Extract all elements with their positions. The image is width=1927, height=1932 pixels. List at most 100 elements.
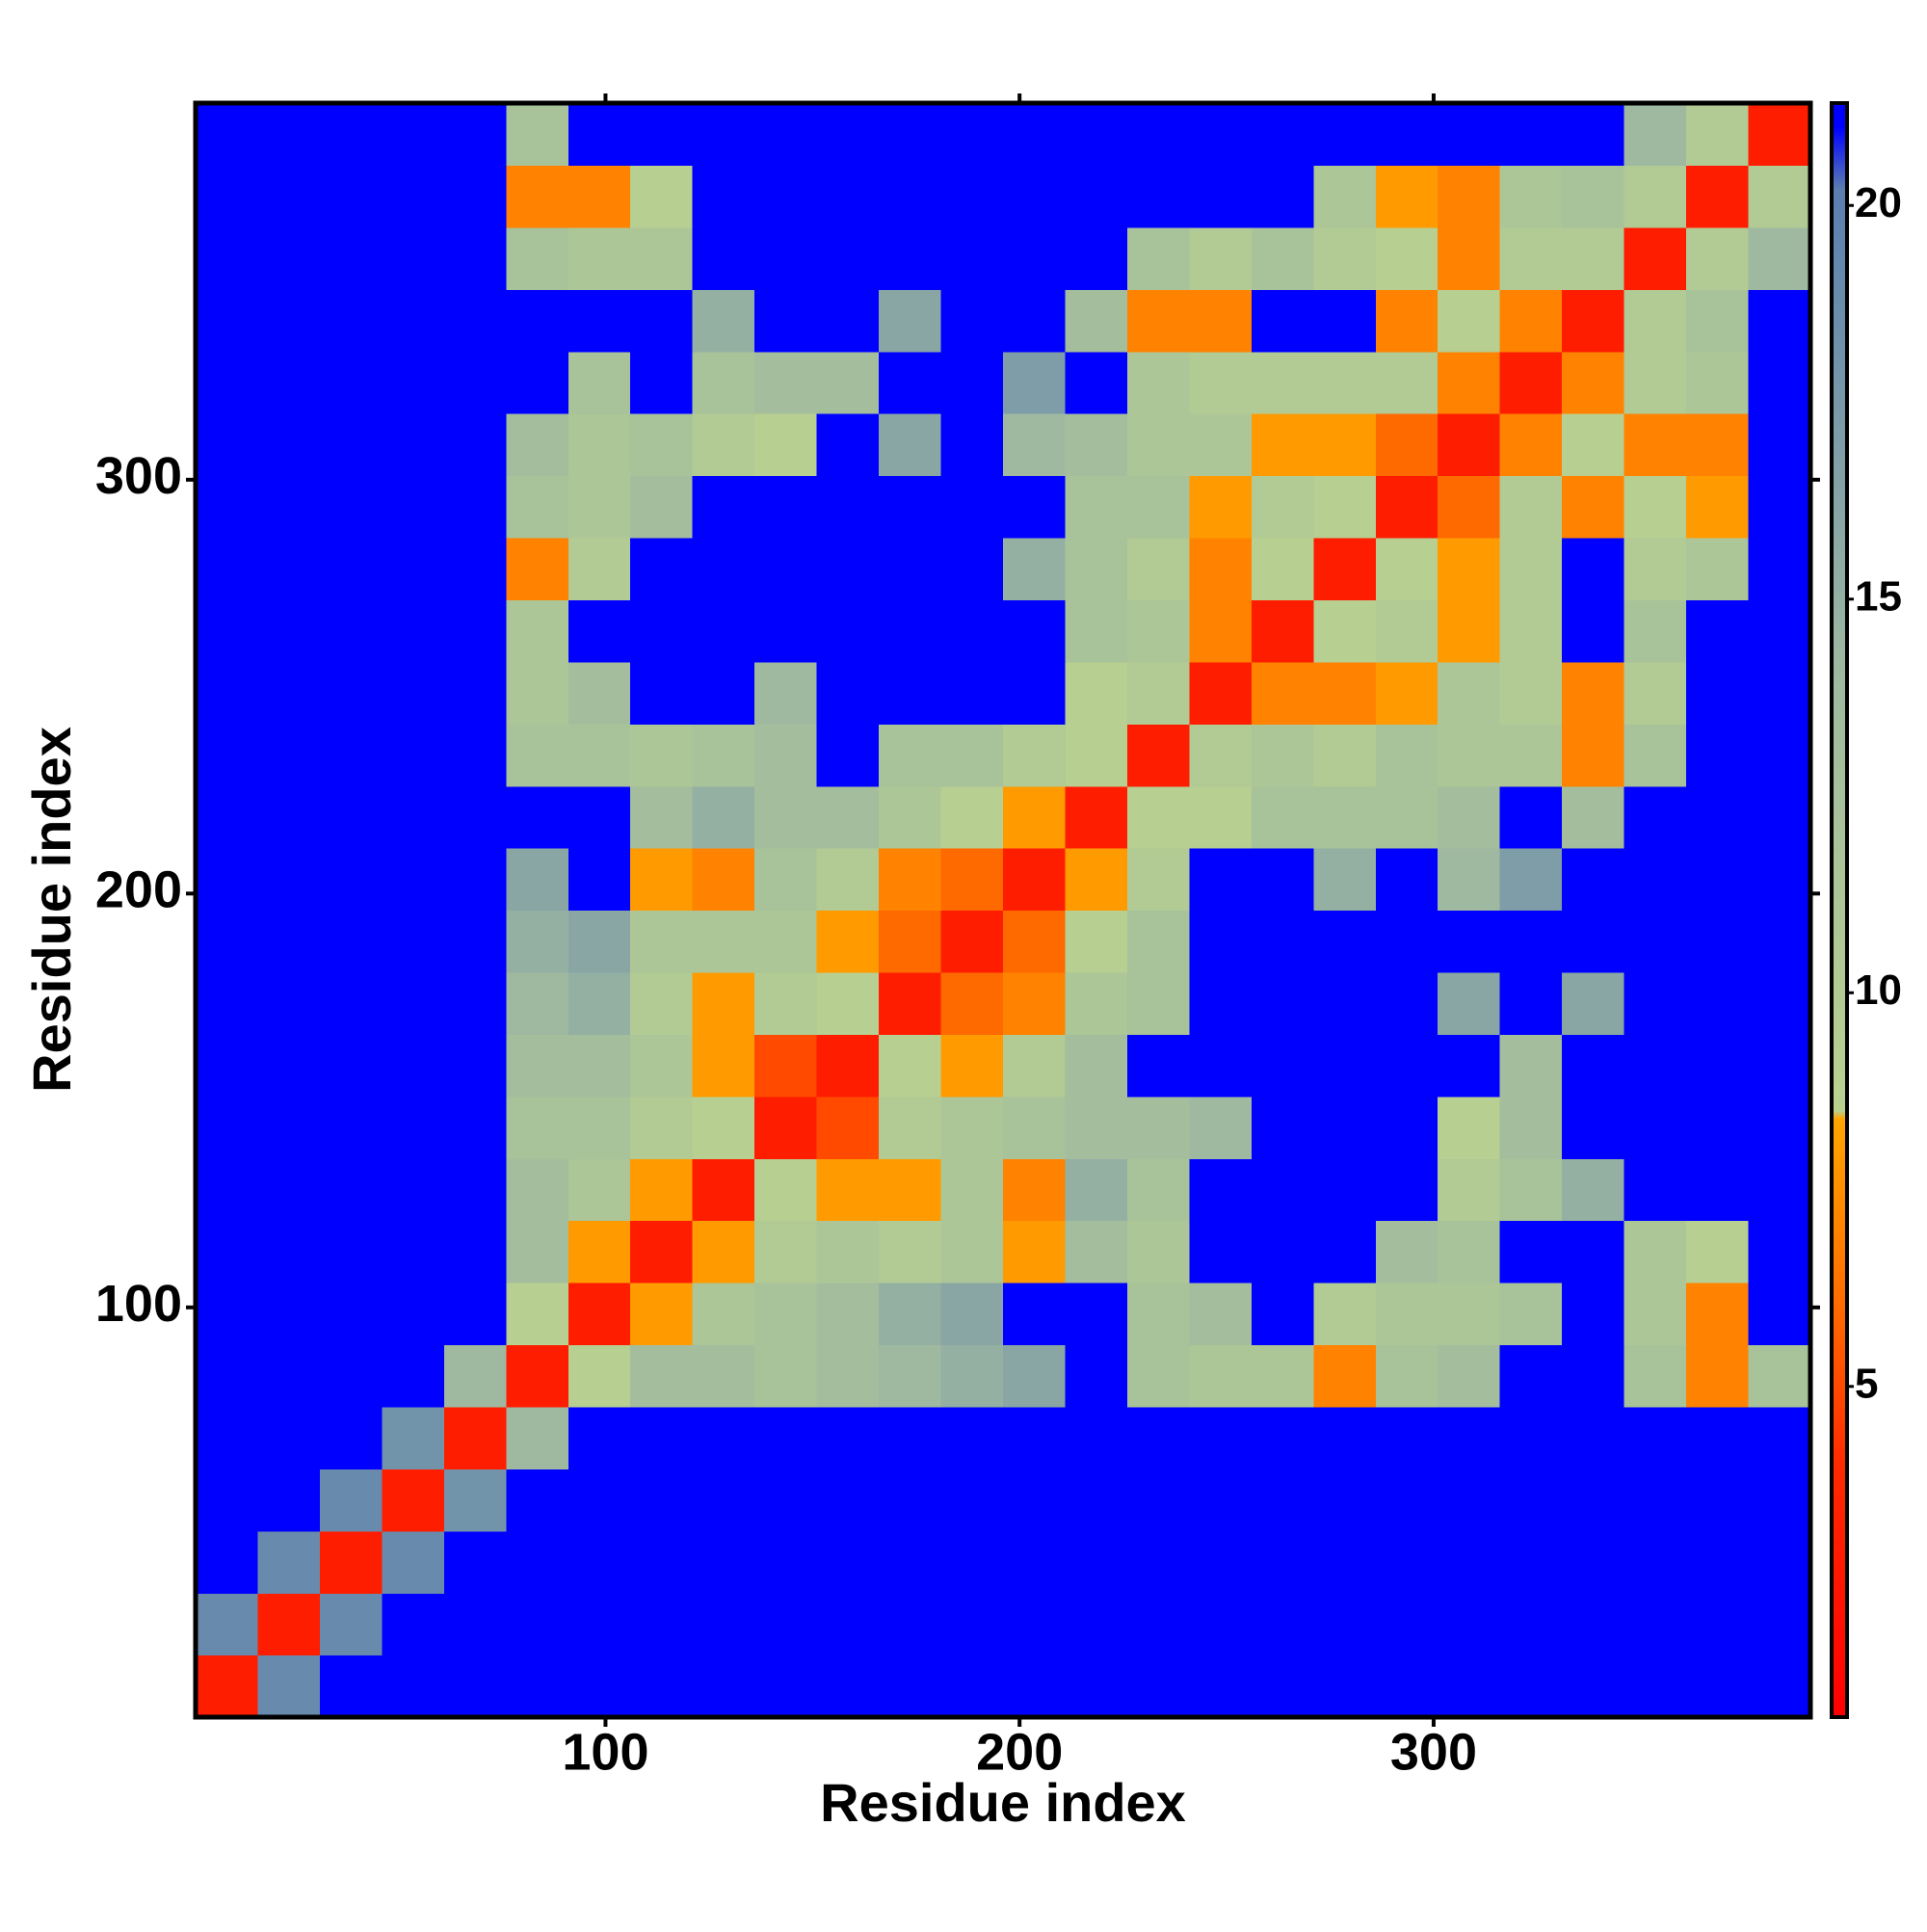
cell [1438, 785, 1501, 849]
cell [319, 1096, 383, 1159]
cell [1499, 1530, 1563, 1594]
cell [1499, 1469, 1563, 1532]
cell [1003, 413, 1067, 477]
cell [1438, 289, 1501, 353]
cell [506, 910, 569, 973]
cell [630, 1530, 694, 1594]
cell [1562, 910, 1625, 973]
cell [1499, 1406, 1563, 1469]
cell [319, 1158, 383, 1222]
cell [940, 165, 1004, 228]
cell [196, 537, 259, 600]
cell [257, 1406, 321, 1469]
cell [196, 1283, 259, 1346]
cell [382, 537, 445, 600]
cell [257, 165, 321, 228]
cell [1251, 226, 1314, 290]
cell [630, 537, 694, 600]
cell [1003, 1344, 1067, 1408]
cell [506, 165, 569, 228]
cell [1748, 661, 1811, 725]
cell [816, 1220, 880, 1284]
cell [1438, 1593, 1501, 1656]
cell [319, 475, 383, 539]
cell [630, 785, 694, 849]
cell [940, 1096, 1004, 1159]
cell [1375, 351, 1439, 414]
cell [1499, 103, 1563, 167]
cell [1189, 661, 1253, 725]
cell [568, 1096, 631, 1159]
cell [1686, 724, 1750, 787]
cell [1748, 289, 1811, 353]
cell [1126, 1283, 1190, 1346]
cell [382, 103, 445, 167]
cell [319, 785, 383, 849]
cell [754, 103, 818, 167]
cell [879, 1530, 942, 1594]
cell [196, 910, 259, 973]
cell [1686, 1158, 1750, 1222]
cell [443, 1469, 507, 1532]
cell [506, 785, 569, 849]
cell [1748, 475, 1811, 539]
cell [1623, 103, 1687, 167]
cell [506, 971, 569, 1035]
cell [1251, 103, 1314, 167]
cell [879, 413, 942, 477]
cell [692, 413, 755, 477]
cell [1499, 226, 1563, 290]
cell [506, 1530, 569, 1594]
cell [1189, 1096, 1253, 1159]
cell [692, 1034, 755, 1098]
cell [1126, 289, 1190, 353]
cell [568, 413, 631, 477]
cell [1251, 661, 1314, 725]
cell [630, 1344, 694, 1408]
cell [1748, 724, 1811, 787]
cell [1313, 1654, 1377, 1718]
cell [692, 785, 755, 849]
cell [879, 1654, 942, 1718]
x-tick-label: 200 [976, 1723, 1063, 1781]
cell [754, 785, 818, 849]
cell [257, 1344, 321, 1408]
cell [754, 289, 818, 353]
cell [196, 1469, 259, 1532]
cell [1251, 971, 1314, 1035]
cell [1189, 1530, 1253, 1594]
cell [319, 103, 383, 167]
cell [1251, 785, 1314, 849]
cell [1438, 1530, 1501, 1594]
cell [1686, 1220, 1750, 1284]
cell [1251, 910, 1314, 973]
cell [443, 165, 507, 228]
cell [1003, 475, 1067, 539]
cell [754, 475, 818, 539]
cell [1438, 1344, 1501, 1408]
cell [940, 1406, 1004, 1469]
cell [754, 910, 818, 973]
cell [816, 661, 880, 725]
cell [630, 1034, 694, 1098]
cell [1686, 537, 1750, 600]
cell [1375, 1158, 1439, 1222]
cell [1438, 475, 1501, 539]
cell [1562, 351, 1625, 414]
cell [319, 165, 383, 228]
cell [443, 848, 507, 912]
cell [1003, 1220, 1067, 1284]
cell [506, 1593, 569, 1656]
cell [1499, 910, 1563, 973]
cell [1126, 1158, 1190, 1222]
cell [1438, 103, 1501, 167]
cell [1313, 226, 1377, 290]
cell [443, 1654, 507, 1718]
cell [630, 1283, 694, 1346]
cell [443, 226, 507, 290]
cell [257, 971, 321, 1035]
cell [506, 475, 569, 539]
cell [630, 1158, 694, 1222]
cell [1003, 1283, 1067, 1346]
cell [1189, 289, 1253, 353]
